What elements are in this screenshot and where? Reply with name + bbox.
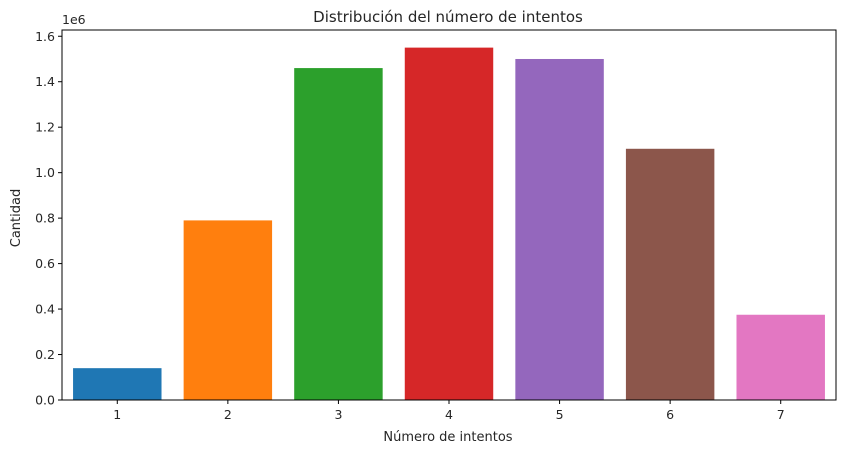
x-axis-ticks: 1 2 3 4 5 6 7 <box>113 400 785 422</box>
x-tick-label: 2 <box>224 407 232 422</box>
x-tick-label: 1 <box>113 407 121 422</box>
y-tick-label: 0.4 <box>35 302 55 317</box>
chart-title: Distribución del número de intentos <box>313 8 583 26</box>
y-tick-label: 1.4 <box>35 74 55 89</box>
y-axis-ticks: 0.0 0.2 0.4 0.6 0.8 1.0 1.2 1.4 1.6 <box>35 29 62 408</box>
y-axis-label: Cantidad <box>9 189 24 247</box>
bar-4 <box>404 47 494 400</box>
x-tick-label: 3 <box>334 407 342 422</box>
bars-group <box>73 47 825 400</box>
y-tick-label: 1.2 <box>35 120 55 135</box>
y-tick-label: 1.0 <box>35 165 55 180</box>
bar-3 <box>294 68 383 400</box>
plot-frame <box>61 29 837 401</box>
y-tick-label: 0.8 <box>35 211 55 226</box>
y-tick-label: 0.2 <box>35 347 55 362</box>
y-axis-offset-text: 1e6 <box>62 12 86 27</box>
bar-6 <box>625 148 715 400</box>
bar-1 <box>73 368 162 400</box>
y-tick-label: 1.6 <box>35 29 55 44</box>
x-tick-label: 4 <box>445 407 453 422</box>
y-tick-label: 0.0 <box>35 393 55 408</box>
x-tick-label: 7 <box>777 407 785 422</box>
x-tick-label: 5 <box>556 407 564 422</box>
y-tick-label: 0.6 <box>35 256 55 271</box>
bar-5 <box>515 58 604 400</box>
x-axis-label: Número de intentos <box>383 430 512 445</box>
bar-2 <box>183 220 273 400</box>
bar-7 <box>736 314 825 400</box>
x-tick-label: 6 <box>666 407 674 422</box>
